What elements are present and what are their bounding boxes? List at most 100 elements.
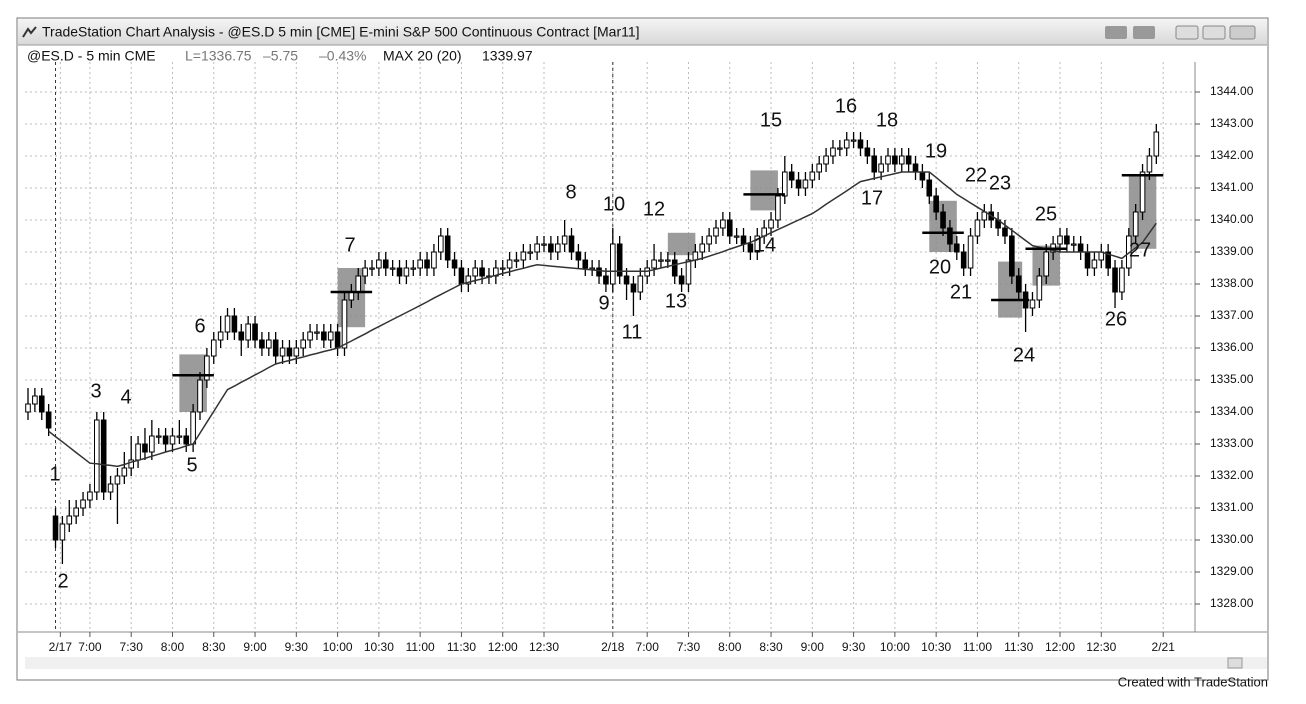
candle-body	[692, 251, 699, 261]
candle-body	[974, 219, 981, 237]
candle-body	[266, 339, 272, 349]
x-tick-label: 12:30	[1086, 640, 1116, 654]
y-tick-label: 1333.00	[1210, 436, 1254, 450]
candle-body	[1105, 251, 1111, 269]
candle-body	[362, 267, 368, 277]
candle-body	[1036, 275, 1043, 301]
y-tick-label: 1340.00	[1210, 212, 1254, 226]
candle-body	[431, 251, 437, 269]
y-tick-label: 1331.00	[1210, 500, 1254, 514]
candle-body	[438, 235, 444, 253]
candle-body	[176, 435, 183, 438]
candle-body	[823, 155, 829, 165]
candle-body	[933, 195, 939, 213]
bar-label: 13	[665, 290, 687, 312]
y-tick-label: 1332.00	[1210, 468, 1254, 482]
candle-body	[355, 275, 362, 293]
candle-body	[1077, 243, 1084, 253]
candle-body	[25, 403, 31, 413]
candle-body	[403, 267, 410, 277]
candle-body	[300, 339, 306, 349]
candle-body	[699, 243, 706, 253]
candle-body	[768, 219, 774, 229]
y-tick-label: 1336.00	[1210, 340, 1254, 354]
candle-body	[94, 419, 100, 493]
bar-label: 2	[57, 570, 68, 592]
candle-body	[554, 243, 561, 253]
bar-label: 11	[622, 321, 643, 343]
bar-label: 23	[989, 172, 1011, 194]
x-tick-label: 9:00	[801, 640, 825, 654]
candle-body	[637, 275, 644, 293]
x-tick-label: 7:30	[677, 640, 701, 654]
bar-label: 10	[603, 193, 625, 215]
candle-body	[183, 435, 190, 445]
close-button[interactable]	[1229, 25, 1256, 40]
candle-body	[747, 243, 754, 253]
candle-body	[128, 459, 134, 469]
y-tick-label: 1342.00	[1210, 148, 1254, 162]
candle-body	[665, 259, 671, 262]
candle-body	[685, 259, 692, 285]
candle-body	[940, 211, 946, 229]
scrollbar[interactable]	[25, 657, 1267, 669]
candle-body	[527, 251, 534, 254]
candle-body	[1029, 299, 1036, 309]
x-tick-label: 2/18	[601, 640, 625, 654]
candle-body	[830, 147, 836, 157]
maximize-button[interactable]	[1202, 25, 1226, 40]
candle-body	[410, 267, 417, 270]
signal-box	[667, 232, 696, 256]
candle-body	[947, 227, 953, 245]
candle-body	[155, 435, 162, 438]
x-tick-label: 11:30	[447, 640, 476, 654]
x-tick-label: 7:00	[636, 640, 660, 654]
x-tick-label: 11:00	[406, 640, 435, 654]
x-tick-label: 10:30	[364, 640, 394, 654]
candle-body	[293, 347, 300, 357]
candle-body	[548, 243, 554, 253]
candle-body	[499, 267, 506, 270]
scroll-thumb[interactable]	[1227, 657, 1243, 669]
bar-label: 22	[965, 164, 987, 186]
candle-body	[513, 259, 520, 262]
bar-label: 27	[1129, 239, 1151, 261]
minimize-button[interactable]	[1175, 25, 1199, 40]
candle-body	[307, 331, 313, 341]
candle-body	[80, 499, 86, 509]
candle-body	[726, 219, 733, 237]
candle-body	[623, 275, 630, 285]
candle-body	[610, 243, 616, 285]
candle-body	[1132, 211, 1139, 237]
candle-body	[52, 515, 59, 541]
candle-body	[38, 395, 45, 413]
candle-body	[369, 267, 375, 270]
signal-box	[750, 170, 778, 211]
candle-body	[107, 483, 114, 493]
candle-body	[238, 331, 245, 341]
candle-body	[788, 171, 795, 181]
candle-body	[444, 235, 451, 261]
candle-body	[142, 443, 148, 453]
bar-label: 19	[925, 140, 947, 162]
x-tick-label: 10:00	[323, 640, 353, 654]
candle-body	[802, 179, 809, 189]
candle-body	[561, 235, 568, 245]
candle-body	[1002, 227, 1008, 237]
candle-body	[582, 259, 589, 269]
candle-body	[575, 251, 582, 261]
window-controls[interactable]	[1105, 25, 1256, 40]
bar-label: 21	[950, 281, 972, 303]
footer: Created with TradeStation	[1118, 674, 1268, 689]
menu-button[interactable]	[1133, 26, 1155, 39]
candle-body	[472, 267, 478, 277]
candle-body	[224, 315, 231, 333]
bar-label: 16	[835, 95, 857, 117]
bar-label: 8	[565, 181, 576, 203]
menu-button[interactable]	[1105, 26, 1127, 39]
y-tick-label: 1330.00	[1210, 532, 1254, 546]
candle-body	[286, 347, 293, 357]
bar-label: 3	[90, 380, 101, 402]
candle-body	[121, 467, 128, 477]
